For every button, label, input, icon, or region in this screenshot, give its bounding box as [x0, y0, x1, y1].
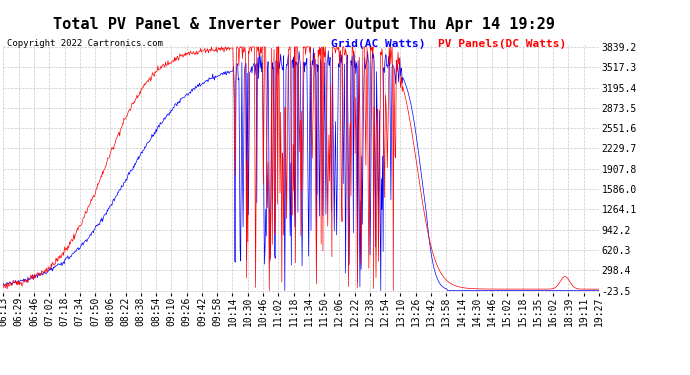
Text: Total PV Panel & Inverter Power Output Thu Apr 14 19:29: Total PV Panel & Inverter Power Output T…	[52, 17, 555, 32]
Text: Grid(AC Watts): Grid(AC Watts)	[331, 39, 426, 50]
Text: PV Panels(DC Watts): PV Panels(DC Watts)	[438, 39, 566, 50]
Text: Copyright 2022 Cartronics.com: Copyright 2022 Cartronics.com	[7, 39, 163, 48]
